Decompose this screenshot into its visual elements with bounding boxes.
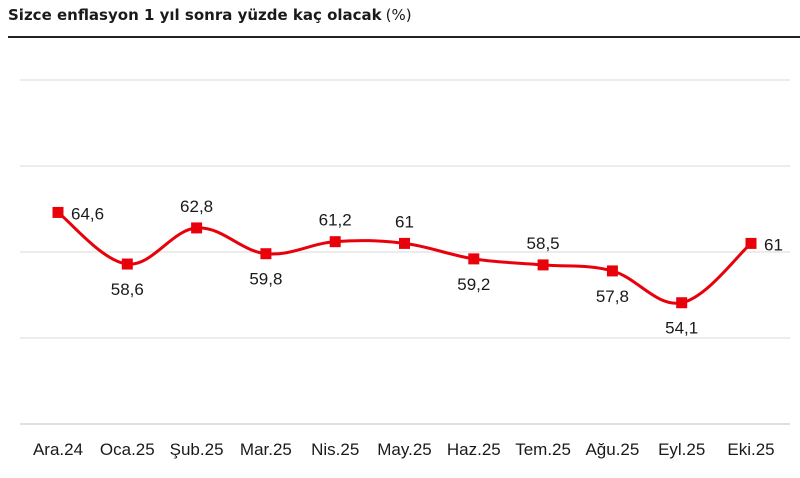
data-point-marker xyxy=(468,253,480,265)
x-tick-label: Mar.25 xyxy=(240,440,292,459)
x-tick-label: Haz.25 xyxy=(447,440,501,459)
x-tick-label: May.25 xyxy=(377,440,432,459)
data-label: 64,6 xyxy=(71,204,104,223)
title-divider xyxy=(8,36,800,38)
data-label: 62,8 xyxy=(180,197,213,216)
data-label: 54,1 xyxy=(665,319,698,338)
data-point-marker xyxy=(329,236,341,248)
data-point-marker xyxy=(606,265,618,277)
chart-title: Sizce enflasyon 1 yıl sonra yüzde kaç ol… xyxy=(8,6,412,30)
data-point-marker xyxy=(537,259,549,271)
data-point-marker xyxy=(121,258,133,270)
x-tick-label: Ağu.25 xyxy=(585,440,639,459)
data-label: 58,5 xyxy=(527,234,560,253)
x-tick-label: Oca.25 xyxy=(100,440,155,459)
data-label: 59,8 xyxy=(249,270,282,289)
x-tick-label: Tem.25 xyxy=(515,440,571,459)
chart-title-unit: (%) xyxy=(385,6,412,24)
data-label: 58,6 xyxy=(111,280,144,299)
data-label: 61,2 xyxy=(319,211,352,230)
data-point-marker xyxy=(676,297,688,309)
data-point-marker xyxy=(260,248,272,260)
chart-title-text: Sizce enflasyon 1 yıl sonra yüzde kaç ol… xyxy=(8,6,382,24)
x-tick-label: Eki.25 xyxy=(727,440,774,459)
data-label: 59,2 xyxy=(457,275,490,294)
data-label: 61 xyxy=(395,212,414,231)
data-point-marker xyxy=(399,237,410,249)
x-tick-label: Nis.25 xyxy=(311,440,359,459)
x-tick-label: Eyl.25 xyxy=(658,440,705,459)
data-point-marker xyxy=(52,206,64,218)
data-label: 61 xyxy=(764,235,783,254)
x-tick-label: Ara.24 xyxy=(33,440,83,459)
data-label: 57,8 xyxy=(596,287,629,306)
data-point-marker xyxy=(191,222,203,234)
x-tick-label: Şub.25 xyxy=(170,440,224,459)
data-point-marker xyxy=(745,237,757,249)
